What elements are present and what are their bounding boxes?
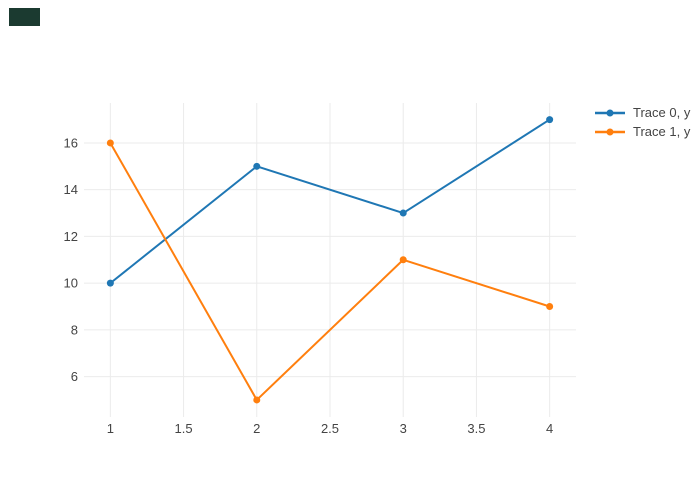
legend-item[interactable]: Trace 0, y (595, 105, 690, 120)
trace-line[interactable] (109, 142, 550, 401)
legend-line-marker-symbol (595, 109, 625, 116)
legend-line-marker-symbol (595, 128, 625, 135)
x-tick-label: 2.5 (321, 421, 339, 436)
y-tick-label: 14 (64, 182, 78, 197)
x-tick-label: 2 (253, 421, 260, 436)
x-tick-label: 1 (107, 421, 114, 436)
y-tick-label: 16 (64, 135, 78, 150)
y-tick-label: 12 (64, 229, 78, 244)
data-point-marker[interactable] (106, 279, 114, 287)
data-point-marker[interactable] (253, 396, 261, 404)
data-point-marker[interactable] (399, 209, 407, 217)
y-tick-label: 6 (71, 369, 78, 384)
data-point-marker[interactable] (546, 302, 554, 310)
x-tick-label: 3.5 (467, 421, 485, 436)
legend-item[interactable]: Trace 1, y (595, 124, 690, 139)
trace-line[interactable] (109, 118, 551, 284)
x-tick-label: 4 (546, 421, 553, 436)
legend-label: Trace 0, y (633, 105, 691, 120)
legend: Trace 0, y Trace 1, y (595, 105, 690, 139)
legend-label: Trace 1, y (633, 124, 691, 139)
y-tick-label: 8 (71, 322, 78, 337)
x-tick-label: 3 (400, 421, 407, 436)
x-tick-label: 1.5 (175, 421, 193, 436)
corner-artifact-swatch (9, 8, 40, 26)
data-point-marker[interactable] (253, 162, 261, 170)
y-tick-label: 10 (64, 276, 78, 291)
data-point-marker[interactable] (546, 116, 554, 124)
data-point-marker[interactable] (106, 139, 114, 147)
data-point-marker[interactable] (399, 256, 407, 264)
